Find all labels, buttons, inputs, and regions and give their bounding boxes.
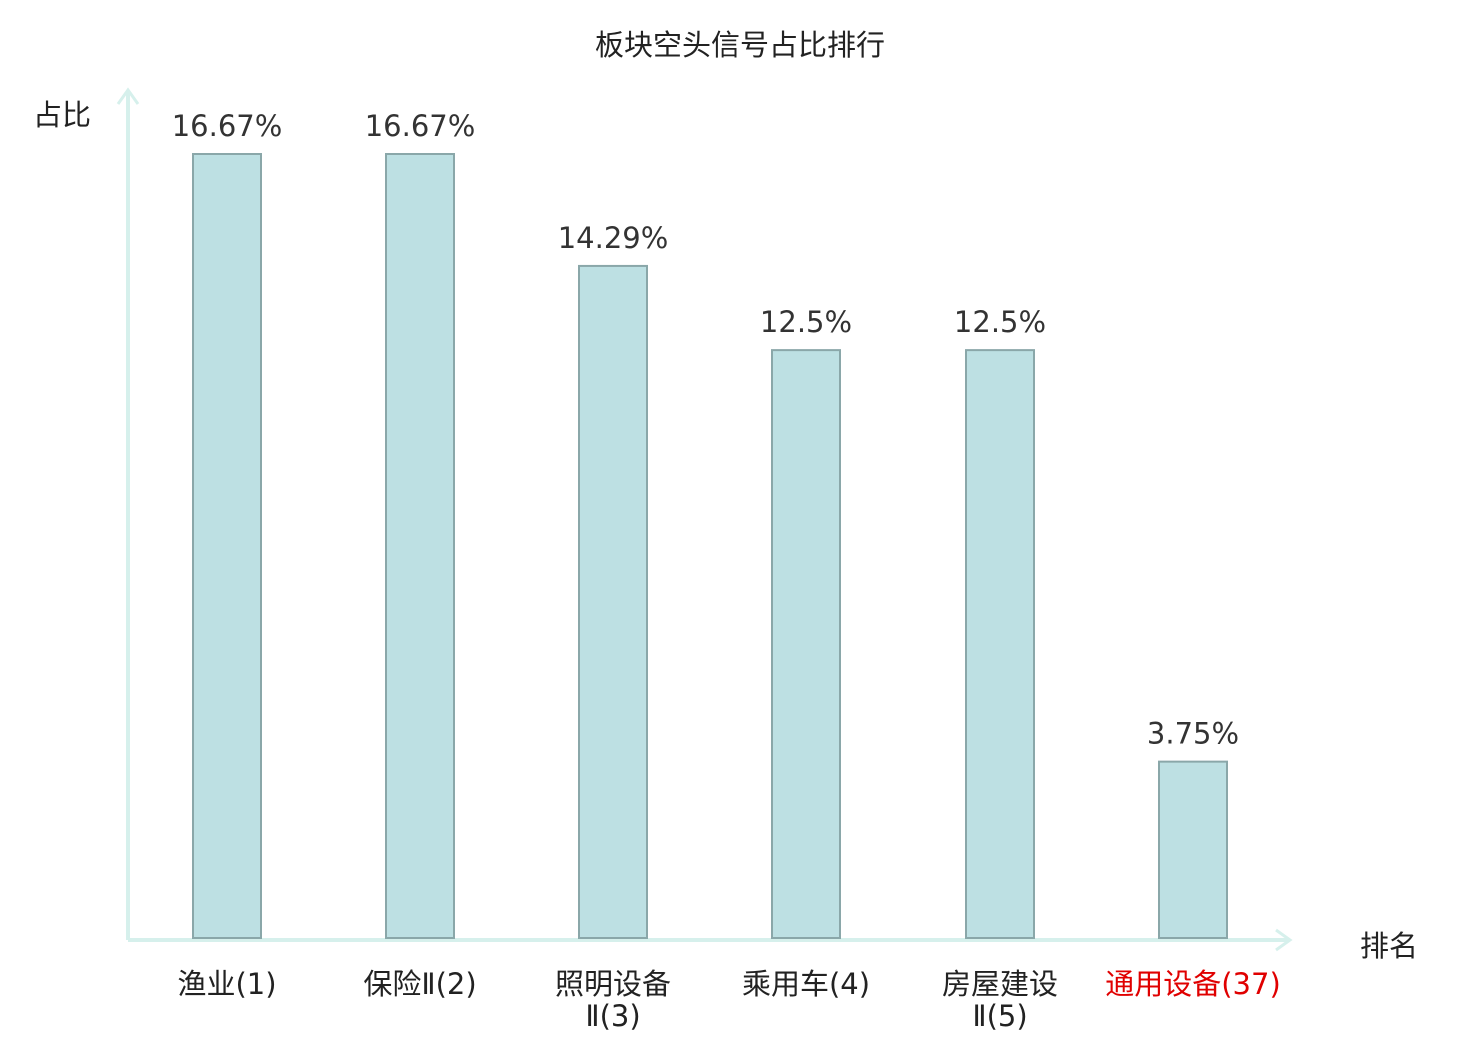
x-tick-label: 房屋建设 Ⅱ(5) bbox=[942, 967, 1058, 1033]
bar bbox=[385, 153, 455, 939]
bar bbox=[771, 349, 841, 940]
chart-title: 板块空头信号占比排行 bbox=[594, 28, 885, 62]
x-tick-label: 通用设备(37) bbox=[1105, 967, 1281, 1001]
x-tick-label: 渔业(1) bbox=[177, 967, 276, 1001]
tick-labels-group: 渔业(1) 保险Ⅱ(2) 照明设备 Ⅱ(3) 乘用车(4) 房屋建设 Ⅱ(5) 通用设备(37… bbox=[177, 967, 1280, 1033]
x-tick-label: 照明设备 Ⅱ(3) bbox=[555, 967, 671, 1033]
bar bbox=[578, 264, 648, 939]
bar-value-label: 3.75% bbox=[1147, 717, 1239, 751]
bar-value-label: 14.29% bbox=[558, 221, 669, 255]
bar bbox=[192, 153, 262, 939]
bar bbox=[965, 349, 1035, 940]
x-tick-label: 保险Ⅱ(2) bbox=[363, 967, 476, 1001]
value-labels-group: 16.67% 16.67% 14.29% 12.5% 12.5% 3.75% bbox=[172, 109, 1239, 751]
x-axis-label: 排名 bbox=[1360, 929, 1419, 963]
x-tick-label: 乘用车(4) bbox=[742, 967, 870, 1001]
bar-value-label: 12.5% bbox=[954, 305, 1046, 339]
bars-group bbox=[192, 153, 1228, 940]
bar bbox=[1158, 760, 1228, 939]
bar-value-label: 12.5% bbox=[760, 305, 852, 339]
x-axis-arrow bbox=[1275, 928, 1293, 952]
bar-value-label: 16.67% bbox=[365, 109, 476, 143]
y-axis-arrow bbox=[116, 87, 140, 105]
y-axis-label: 占比 bbox=[33, 98, 92, 132]
bar-value-label: 16.67% bbox=[172, 109, 283, 143]
axes bbox=[116, 87, 1293, 952]
